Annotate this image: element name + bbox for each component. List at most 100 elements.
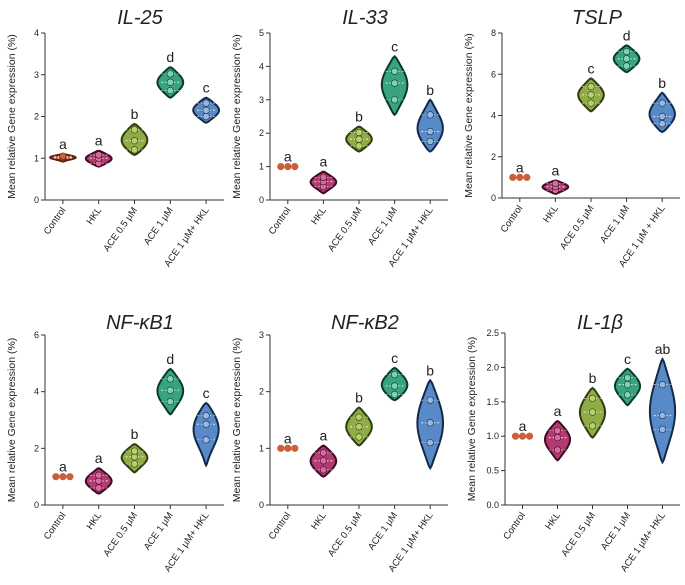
y-tick-label: 1.5 (486, 397, 499, 407)
significance-letter: d (166, 49, 174, 65)
significance-letter: d (623, 27, 631, 43)
data-point (130, 137, 139, 145)
data-point (277, 163, 285, 171)
data-point (391, 390, 399, 399)
y-tick-label: 2 (34, 112, 39, 122)
data-point (284, 163, 292, 171)
y-tick-label: 6 (34, 330, 39, 340)
data-point (95, 471, 103, 479)
significance-letter: a (95, 450, 103, 466)
x-tick-label: ACE 0.5 µM (101, 510, 140, 558)
data-point (202, 112, 210, 121)
violin-group-4: c (613, 351, 642, 407)
data-point (391, 382, 399, 390)
significance-letter: a (59, 459, 67, 475)
y-tick-label: 2.5 (486, 328, 499, 338)
violin-group-1: a (52, 459, 74, 481)
data-point (509, 173, 517, 181)
significance-letter: b (131, 106, 139, 122)
violin-group-4: c (380, 38, 409, 117)
significance-letter: a (59, 136, 67, 152)
data-point (202, 436, 210, 444)
chart-panel-4: NF-κB1 Mean relative Gene expression (%) 0… (6, 312, 224, 574)
significance-letter: c (588, 60, 595, 76)
data-point (130, 146, 139, 154)
y-tick-label: 2 (34, 443, 39, 453)
data-point (588, 394, 597, 402)
significance-letter: b (658, 75, 666, 91)
x-tick-label: HKL (85, 510, 105, 531)
x-tick-label: ACE 1 µM (599, 510, 633, 552)
x-tick-label: Control (42, 510, 69, 541)
significance-letter: a (320, 154, 328, 170)
data-point (355, 413, 363, 421)
violin-group-5: b (648, 75, 676, 134)
data-point (284, 444, 292, 452)
x-tick-label: ACE 1 µM (142, 205, 176, 247)
data-point (166, 386, 174, 394)
chart-title: NF-κB1 (106, 312, 174, 334)
y-tick-label: 5 (259, 28, 264, 38)
significance-letter: a (519, 418, 527, 434)
data-point (658, 425, 667, 433)
violin-group-2: a (543, 403, 572, 462)
violin-group-2: a (309, 154, 338, 195)
data-point (587, 99, 595, 107)
data-point (130, 447, 139, 455)
violin-group-2: a (541, 162, 570, 195)
significance-letter: c (624, 351, 631, 367)
data-point (66, 473, 74, 481)
violin-group-1: a (277, 149, 299, 171)
data-point (553, 433, 562, 442)
data-point (525, 432, 534, 440)
data-point (59, 152, 67, 160)
y-tick-label: 8 (491, 28, 496, 38)
violin-group-1: a (49, 136, 77, 163)
x-tick-label: ACE 1 µM (366, 510, 400, 552)
y-tick-label: 2 (491, 152, 496, 162)
data-point (391, 67, 399, 76)
violin-body (416, 98, 444, 153)
violin-group-3: b (578, 370, 607, 439)
x-tick-label: ACE 0.5 µM (559, 510, 598, 558)
data-point (202, 420, 210, 428)
y-tick-label: 2 (259, 387, 264, 397)
chart-title: IL-25 (117, 7, 163, 29)
significance-letter: a (320, 428, 328, 444)
violin-group-1: a (509, 159, 531, 181)
x-tick-label: ACE 0.5 µM (326, 205, 365, 253)
data-point (95, 151, 103, 159)
y-tick-label: 0.0 (486, 500, 499, 510)
x-tick-label: Control (267, 205, 294, 236)
data-point (516, 173, 524, 181)
significance-letter: b (355, 390, 363, 406)
y-tick-label: 1 (259, 443, 264, 453)
data-point (166, 78, 174, 86)
data-point (202, 412, 210, 420)
significance-letter: c (203, 80, 210, 96)
data-point (319, 466, 328, 474)
data-point (426, 111, 434, 119)
violin-group-4: d (156, 49, 185, 99)
data-point (523, 173, 531, 181)
data-point (426, 396, 434, 404)
x-tick-label: Control (499, 203, 526, 234)
data-point (355, 142, 363, 150)
data-point (319, 457, 328, 465)
chart-title: IL-33 (342, 7, 388, 29)
significance-letter: b (426, 362, 434, 378)
significance-letter: b (589, 370, 597, 386)
data-point (391, 96, 399, 104)
data-point (623, 381, 632, 389)
data-point (553, 427, 562, 435)
y-tick-label: 2.0 (486, 362, 499, 372)
significance-letter: c (391, 38, 398, 54)
violin-group-1: a (277, 430, 299, 452)
data-point (166, 397, 174, 406)
data-point (130, 460, 139, 468)
violin-group-3: b (345, 390, 373, 447)
y-tick-label: 0 (491, 193, 496, 203)
significance-letter: b (131, 426, 139, 442)
data-point (130, 126, 139, 134)
x-tick-label: HKL (541, 203, 561, 224)
